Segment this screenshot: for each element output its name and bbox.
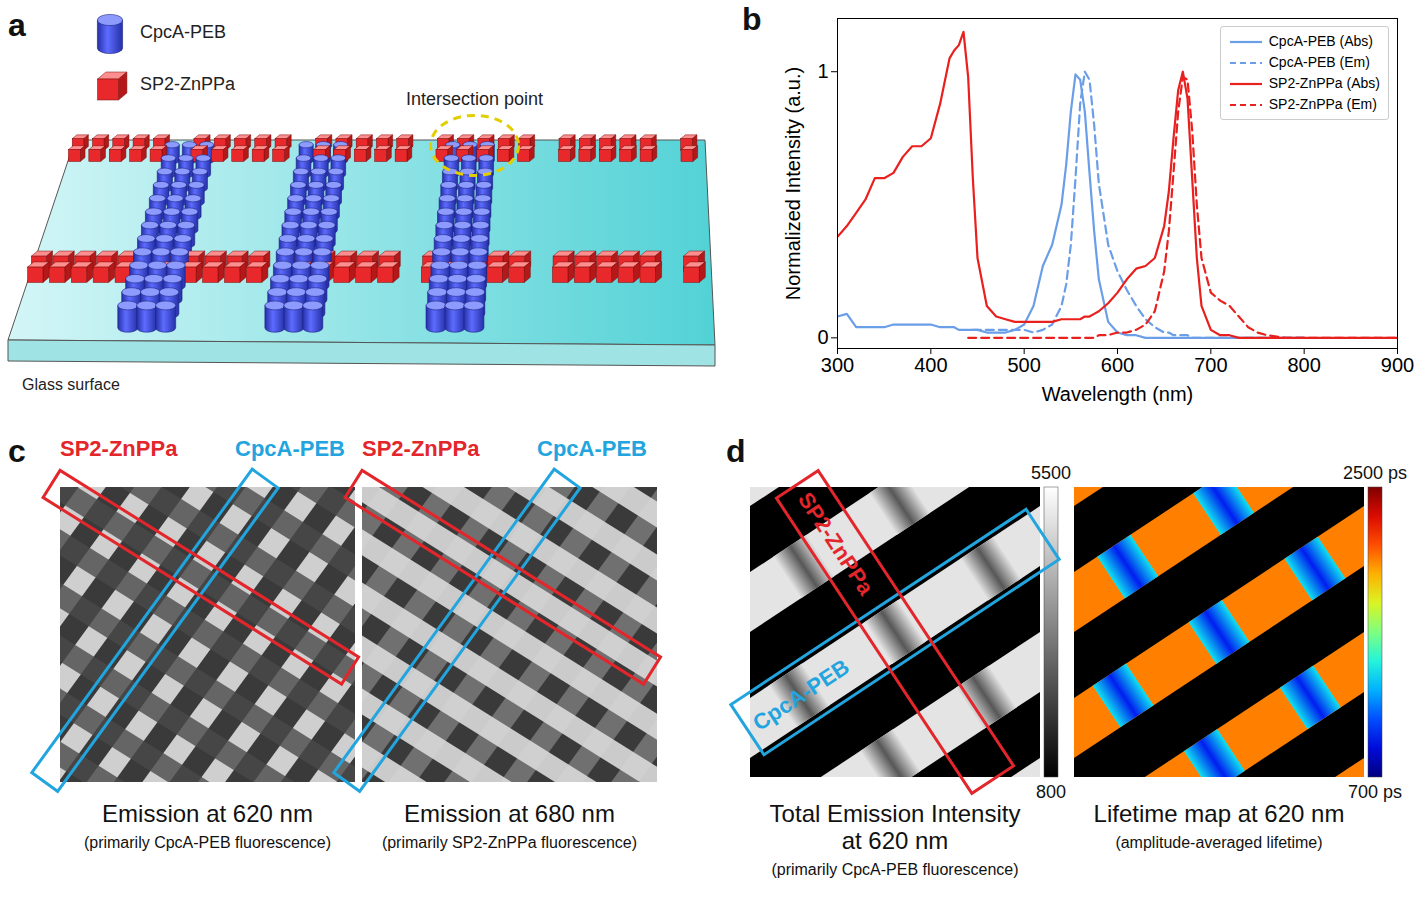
svg-text:Lifetime map at 620 nm: Lifetime map at 620 nm <box>1094 800 1345 827</box>
svg-text:(primarily CpcA-PEB fluorescen: (primarily CpcA-PEB fluorescence) <box>84 834 331 851</box>
svg-text:5500: 5500 <box>1031 463 1071 483</box>
svg-text:Intersection point: Intersection point <box>406 89 543 109</box>
svg-text:CpcA-PEB: CpcA-PEB <box>235 436 345 461</box>
svg-text:900: 900 <box>1381 354 1414 376</box>
html-text:CpcA-PEB (Abs): CpcA-PEB (Abs) <box>1268 33 1373 49</box>
html-text:SP2-ZnPPa (Em): SP2-ZnPPa (Em) <box>1268 96 1377 112</box>
svg-text:500: 500 <box>1007 354 1040 376</box>
svg-text:(amplitude-averaged lifetime): (amplitude-averaged lifetime) <box>1115 834 1322 851</box>
svg-text:SP2-ZnPPa: SP2-ZnPPa <box>60 436 178 461</box>
svg-text:700: 700 <box>1194 354 1227 376</box>
svg-text:CpcA-PEB: CpcA-PEB <box>748 654 854 736</box>
svg-text:CpcA-PEB: CpcA-PEB <box>537 436 647 461</box>
svg-text:Total Emission Intensity: Total Emission Intensity <box>770 800 1021 827</box>
svg-text:b: b <box>742 1 762 37</box>
svg-text:800: 800 <box>1287 354 1320 376</box>
svg-text:CpcA-PEB: CpcA-PEB <box>140 22 226 42</box>
svg-text:600: 600 <box>1101 354 1134 376</box>
svg-text:800: 800 <box>1036 782 1066 802</box>
svg-text:c: c <box>8 433 26 469</box>
svg-text:700 ps: 700 ps <box>1348 782 1402 802</box>
svg-text:400: 400 <box>914 354 947 376</box>
svg-text:Wavelength (nm): Wavelength (nm) <box>1042 383 1194 405</box>
svg-text:1: 1 <box>817 60 828 82</box>
svg-text:a: a <box>8 7 26 43</box>
svg-text:Emission at 620 nm: Emission at 620 nm <box>102 800 313 827</box>
svg-text:SP2-ZnPPa: SP2-ZnPPa <box>362 436 480 461</box>
svg-text:(primarily CpcA-PEB fluorescen: (primarily CpcA-PEB fluorescence) <box>771 861 1018 878</box>
svg-text:Normalized Intensity (a.u.): Normalized Intensity (a.u.) <box>782 67 804 300</box>
svg-text:300: 300 <box>821 354 854 376</box>
svg-text:at 620 nm: at 620 nm <box>842 827 949 854</box>
svg-text:SP2-ZnPPa: SP2-ZnPPa <box>793 488 879 600</box>
svg-text:SP2-ZnPPa: SP2-ZnPPa <box>140 74 236 94</box>
html-text:CpcA-PEB (Em): CpcA-PEB (Em) <box>1268 54 1370 70</box>
svg-text:2500 ps: 2500 ps <box>1343 463 1407 483</box>
svg-text:(primarily SP2-ZnPPa fluoresce: (primarily SP2-ZnPPa fluorescence) <box>382 834 637 851</box>
svg-text:Emission at 680 nm: Emission at 680 nm <box>404 800 615 827</box>
html-text:SP2-ZnPPa (Abs): SP2-ZnPPa (Abs) <box>1268 75 1380 91</box>
svg-text:Glass surface: Glass surface <box>22 376 120 393</box>
svg-text:0: 0 <box>817 326 828 348</box>
svg-text:d: d <box>726 433 746 469</box>
